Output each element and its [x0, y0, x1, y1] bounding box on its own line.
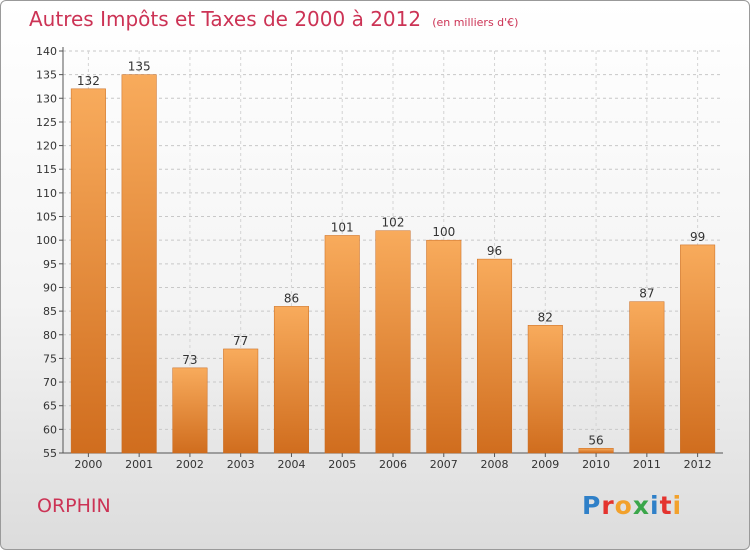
bar	[223, 348, 259, 454]
bar	[172, 367, 208, 454]
bar	[477, 258, 513, 454]
x-tick-label: 2007	[430, 458, 458, 471]
y-tick-label: 135	[36, 69, 57, 82]
bar	[426, 239, 462, 454]
y-tick-label: 55	[43, 447, 57, 460]
data-label: 101	[331, 220, 354, 234]
data-label: 99	[690, 230, 705, 244]
data-label: 77	[233, 334, 248, 348]
bar	[578, 448, 614, 454]
y-tick-label: 75	[43, 352, 57, 365]
x-tick-label: 2004	[277, 458, 305, 471]
bar	[121, 74, 157, 454]
y-tick-label: 130	[36, 92, 57, 105]
y-tick-label: 65	[43, 400, 57, 413]
logo-letter: t	[659, 491, 673, 520]
y-tick-label: 110	[36, 187, 57, 200]
logo-letter: r	[601, 491, 615, 520]
x-tick-label: 2009	[531, 458, 559, 471]
y-tick-label: 90	[43, 281, 57, 294]
commune-name: ORPHIN	[37, 495, 111, 517]
bar	[273, 306, 309, 454]
bar	[70, 88, 106, 454]
logo-letter: x	[632, 491, 650, 520]
y-tick-label: 60	[43, 423, 57, 436]
y-tick-label: 120	[36, 140, 57, 153]
bar	[629, 301, 665, 454]
x-tick-label: 2012	[684, 458, 712, 471]
x-tick-label: 2008	[481, 458, 509, 471]
data-label: 56	[588, 433, 603, 447]
data-label: 135	[128, 60, 151, 74]
x-tick-label: 2000	[74, 458, 102, 471]
chart-title-text: Autres Impôts et Taxes de 2000 à 2012	[29, 7, 422, 31]
y-tick-label: 70	[43, 376, 57, 389]
y-tick-label: 105	[36, 211, 57, 224]
data-label: 132	[77, 74, 100, 88]
y-tick-label: 85	[43, 305, 57, 318]
data-label: 87	[639, 287, 654, 301]
y-tick-label: 115	[36, 163, 57, 176]
proxiti-logo: Proxiti	[582, 491, 682, 520]
x-tick-label: 2003	[227, 458, 255, 471]
data-label: 102	[382, 216, 405, 230]
logo-letter: o	[614, 491, 633, 520]
data-label: 100	[432, 225, 455, 239]
x-tick-label: 2005	[328, 458, 356, 471]
data-labels: 132 135 73 77 86 101 102 100 96 82 56 87 99	[77, 60, 705, 448]
x-tick-label: 2010	[582, 458, 610, 471]
data-label: 96	[487, 244, 502, 258]
y-tick-label: 140	[36, 45, 57, 58]
data-label: 82	[538, 310, 553, 324]
bar	[527, 325, 563, 454]
chart-title: Autres Impôts et Taxes de 2000 à 2012 (e…	[29, 7, 518, 31]
bar	[324, 235, 360, 454]
data-label: 73	[182, 353, 197, 367]
x-tick-label: 2011	[633, 458, 661, 471]
data-label: 86	[284, 291, 299, 305]
logo-letter: i	[650, 491, 660, 520]
x-tick-label: 2006	[379, 458, 407, 471]
y-tick-label: 125	[36, 116, 57, 129]
x-tick-label: 2001	[125, 458, 153, 471]
bar	[680, 244, 716, 454]
y-tick-label: 95	[43, 258, 57, 271]
logo-letter: P	[582, 491, 602, 520]
bars	[70, 74, 716, 454]
bar	[375, 230, 411, 454]
logo-letter: i	[672, 491, 683, 520]
y-tick-label: 80	[43, 329, 57, 342]
x-tick-label: 2002	[176, 458, 204, 471]
chart-unit: (en milliers d'€)	[432, 16, 519, 29]
y-tick-label: 100	[36, 234, 57, 247]
